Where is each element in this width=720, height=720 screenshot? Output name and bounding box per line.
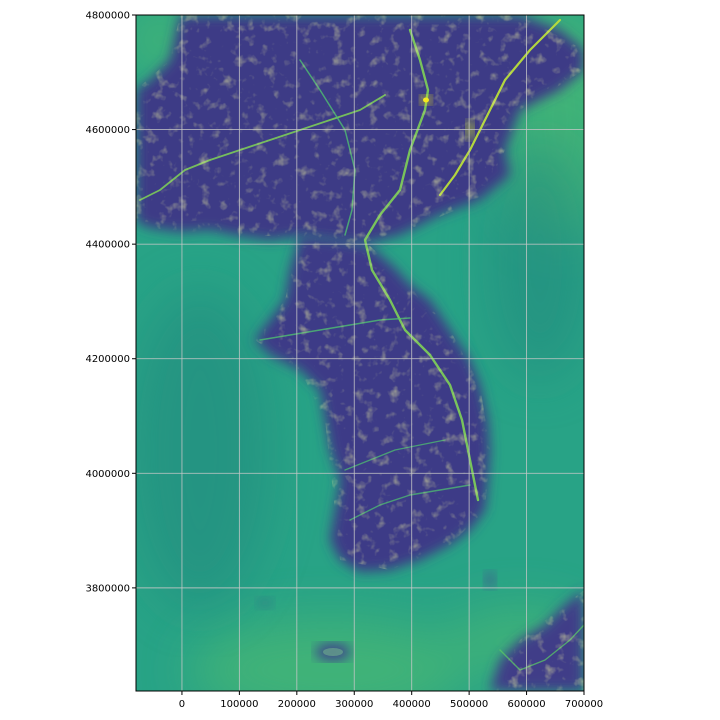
x-tick-label: 300000 — [335, 699, 373, 710]
island-small — [484, 571, 496, 589]
y-tick-label: 4800000 — [85, 11, 130, 22]
x-tick-label: 600000 — [507, 699, 545, 710]
islands — [256, 571, 496, 661]
y-tick-label: 4000000 — [85, 469, 130, 480]
deep-sea-shade — [136, 140, 584, 610]
island-west — [256, 597, 274, 609]
grid-lines — [136, 14, 585, 691]
x-axis: 0 100000 200000 300000 400000 500000 600000 700… — [179, 691, 603, 710]
x-tick-label: 700000 — [565, 699, 603, 710]
y-tick-label: 3800000 — [85, 583, 130, 594]
y-tick-label: 4400000 — [85, 240, 130, 251]
raster-image — [136, 15, 584, 691]
plot-frame — [135, 14, 585, 692]
x-tick-label: 400000 — [393, 699, 431, 710]
x-tick-label: 200000 — [278, 699, 316, 710]
y-axis: 3800000 4000000 4200000 4400000 4600000 48000… — [85, 11, 136, 594]
y-tick-label: 4200000 — [85, 354, 130, 365]
x-tick-label: 0 — [179, 699, 185, 710]
y-tick-label: 4600000 — [85, 125, 130, 136]
x-tick-label: 100000 — [220, 699, 258, 710]
x-tick-label: 500000 — [450, 699, 488, 710]
